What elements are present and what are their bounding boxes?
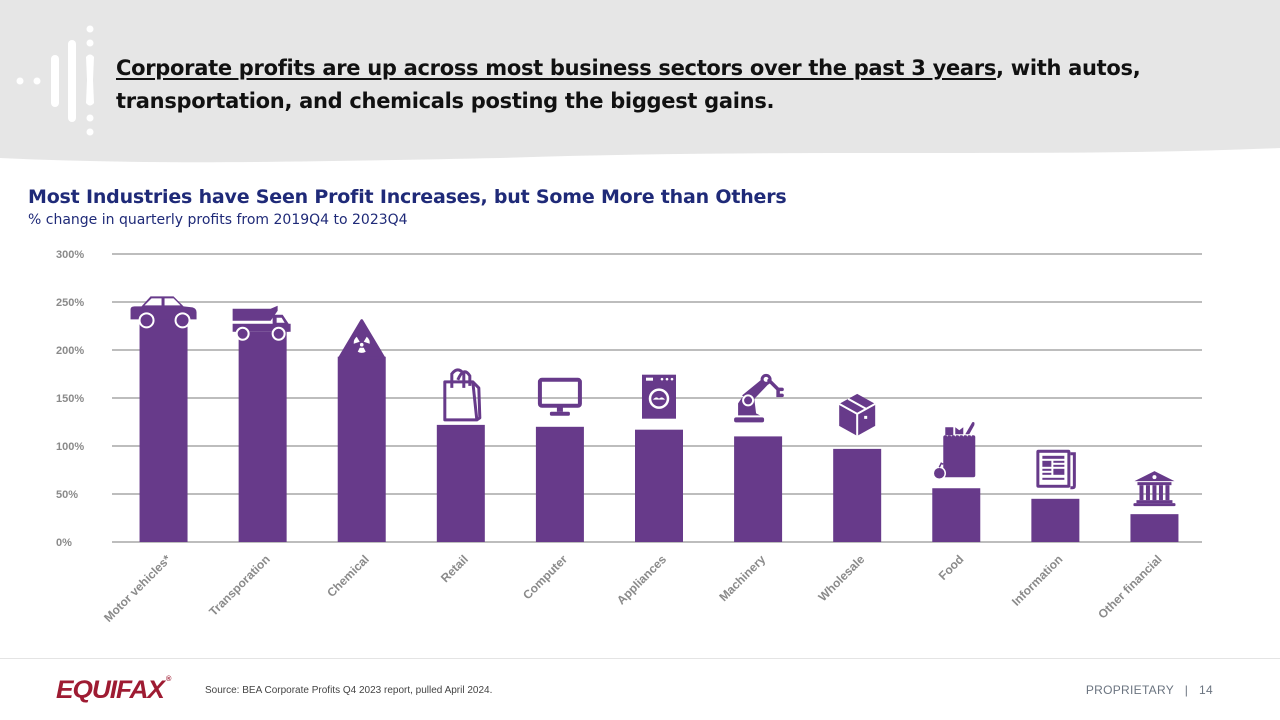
bar-computer — [535, 426, 584, 542]
newspaper-icon — [1036, 449, 1076, 490]
bar-appliances — [635, 429, 683, 542]
bar-machinery — [734, 436, 783, 542]
equalizer-dots-logo-icon — [16, 25, 94, 136]
bar-transporation — [238, 331, 287, 542]
y-tick-label: 0% — [56, 537, 72, 549]
hazard-icon — [338, 319, 386, 360]
robot-arm-icon — [734, 373, 784, 423]
x-tick-label: Food — [936, 552, 967, 583]
headline-rest: , with autos, transportation, and chemic… — [116, 56, 1141, 113]
bar-other-financial — [1130, 514, 1179, 542]
x-tick-label: Transporation — [206, 552, 272, 618]
dump-truck-icon — [232, 305, 291, 341]
x-tick-label: Retail — [438, 552, 471, 585]
headline-underlined: Corporate profits are up across most bus… — [116, 56, 997, 80]
bar-wholesale — [833, 448, 882, 542]
proprietary-page-number: PROPRIETARY | 14 — [1085, 683, 1213, 697]
header-background — [0, 0, 1280, 163]
bar-chart: 0% 50% 100% 150% 200% 250% 300% Motor vehicles… — [56, 249, 1202, 625]
x-tick-label: Machinery — [716, 552, 768, 604]
car-icon — [130, 296, 197, 329]
headline: Corporate profits are up across most bus… — [116, 52, 1236, 118]
y-tick-label: 150% — [56, 393, 84, 405]
x-tick-label: Appliances — [614, 552, 669, 607]
bar-chemical — [337, 356, 386, 542]
monitor-icon — [537, 377, 582, 416]
brand-registered-mark: ® — [165, 676, 171, 683]
x-tick-label: Motor vehicles* — [101, 552, 174, 625]
source-note: Source: BEA Corporate Profits Q4 2023 re… — [205, 685, 493, 696]
chart-title: Most Industries have Seen Profit Increas… — [28, 186, 787, 208]
grocery-bag-icon — [932, 422, 976, 480]
y-tick-label: 50% — [56, 489, 78, 501]
footer-divider — [0, 658, 1280, 659]
washing-machine-icon — [642, 374, 676, 419]
bar-motor-vehicles — [139, 318, 188, 542]
bar-information — [1031, 498, 1080, 542]
x-tick-label: Other financial — [1095, 552, 1164, 621]
y-tick-label: 200% — [56, 345, 84, 357]
x-tick-label: Chemical — [324, 552, 372, 600]
equifax-logo: EQUIFAX ® — [56, 676, 171, 705]
brand-text: EQUIFAX — [56, 676, 165, 704]
package-box-icon — [838, 393, 876, 436]
bar-retail — [436, 424, 485, 542]
bank-icon — [1133, 471, 1176, 507]
y-tick-label: 300% — [56, 249, 84, 261]
x-tick-label: Information — [1009, 552, 1066, 609]
y-tick-label: 100% — [56, 441, 84, 453]
x-tick-label: Wholesale — [815, 552, 867, 604]
shopping-bag-icon — [443, 368, 482, 422]
y-tick-label: 250% — [56, 297, 84, 309]
bar-food — [932, 488, 981, 542]
x-tick-label: Computer — [520, 552, 570, 602]
chart-subtitle: % change in quarterly profits from 2019Q… — [28, 212, 408, 228]
